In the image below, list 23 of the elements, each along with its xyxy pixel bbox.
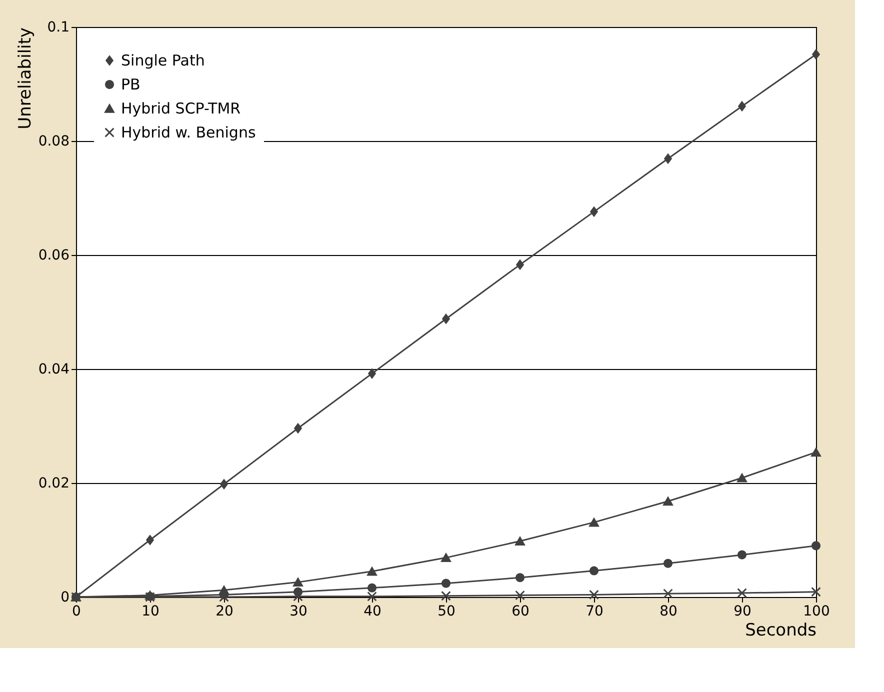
legend-label: Single Path [121,52,205,70]
legend-label: PB [121,76,140,94]
x-tick-label: 10 [142,604,160,620]
y-tick-label: 0.06 [38,248,70,264]
x-tick-label: 20 [216,604,234,620]
x-tick-label: 40 [364,604,382,620]
x-tick-label: 70 [586,604,604,620]
x-tick-label: 0 [72,604,81,620]
y-tick-label: 0.04 [38,362,70,378]
y-axis-title: Unreliability [15,28,36,130]
legend-label: Hybrid SCP-TMR [121,100,241,118]
x-tick-label: 50 [438,604,456,620]
y-tick-label: 0.08 [38,134,70,150]
y-tick-label: 0.1 [47,20,70,36]
x-tick-label: 80 [660,604,678,620]
x-tick-label: 30 [290,604,308,620]
x-axis-title: Seconds [745,620,817,640]
x-tick-label: 90 [734,604,752,620]
x-tick-label: 60 [512,604,530,620]
y-tick-label: 0.02 [38,476,70,492]
y-tick-label: 0 [60,590,70,606]
legend-label: Hybrid w. Benigns [121,124,256,142]
x-tick-label: 100 [803,604,830,620]
